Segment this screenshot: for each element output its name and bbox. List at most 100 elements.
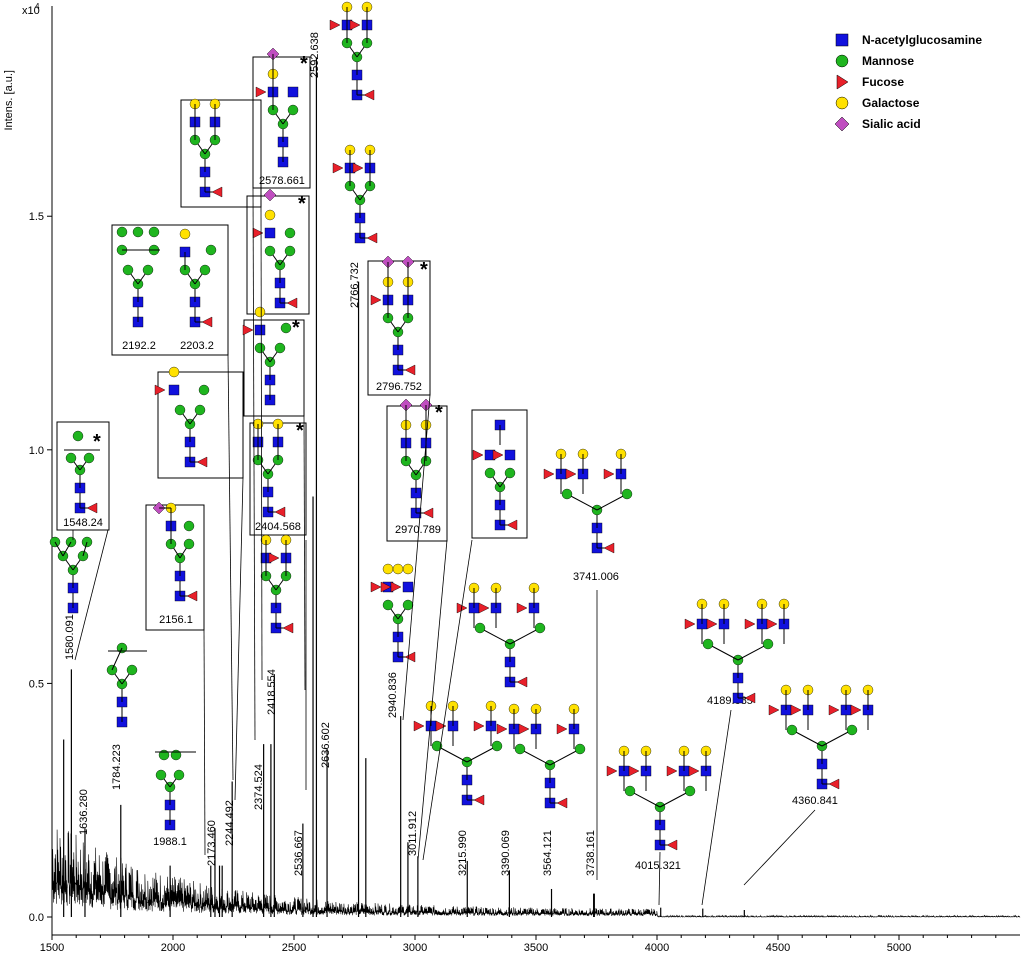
peak-label: 2636.602 bbox=[320, 722, 332, 768]
fucose-icon bbox=[196, 456, 208, 468]
fucose-icon bbox=[828, 778, 840, 790]
mannose-icon bbox=[762, 638, 774, 650]
star-mark: * bbox=[292, 317, 300, 339]
galactose-icon bbox=[392, 563, 404, 575]
mannose-icon bbox=[254, 342, 266, 354]
fucose-icon bbox=[473, 720, 485, 732]
mannose-icon bbox=[624, 785, 636, 797]
legend-glcnac-icon bbox=[835, 33, 849, 47]
x-tick-label: 3000 bbox=[403, 942, 427, 954]
mannose-icon bbox=[132, 226, 144, 238]
fucose-icon bbox=[684, 618, 696, 630]
fucose-icon bbox=[606, 765, 618, 777]
mannose-icon bbox=[574, 743, 586, 755]
peak-label: 3215.990 bbox=[457, 830, 469, 876]
fucose-icon bbox=[506, 519, 518, 531]
mannose-icon bbox=[484, 467, 496, 479]
mannose-icon bbox=[287, 104, 299, 116]
fucose-icon bbox=[556, 723, 568, 735]
fucose-icon bbox=[790, 704, 802, 716]
mannose-icon bbox=[173, 769, 185, 781]
peak-label: 2796.752 bbox=[376, 381, 422, 393]
peak-label: 3564.121 bbox=[542, 830, 554, 876]
glycan-bond bbox=[466, 745, 498, 763]
fucose-icon bbox=[201, 316, 213, 328]
glcnac-icon bbox=[402, 581, 414, 593]
glycan-bond bbox=[82, 541, 88, 557]
legend-fucose-icon bbox=[836, 74, 849, 90]
peak-label: 2970.789 bbox=[395, 524, 441, 536]
leader-line bbox=[260, 206, 263, 681]
glycan-bond bbox=[737, 643, 769, 661]
star-mark: * bbox=[298, 193, 306, 215]
glycan-bond bbox=[479, 627, 511, 645]
annotation-box bbox=[157, 371, 244, 479]
peak-label: 2766.732 bbox=[349, 262, 361, 308]
leader-line bbox=[402, 394, 431, 721]
fucose-icon bbox=[86, 502, 98, 514]
glycan-bond bbox=[659, 790, 691, 808]
annotation-box bbox=[111, 224, 229, 356]
peak-label: 2940.836 bbox=[387, 672, 399, 718]
mannose-icon bbox=[174, 404, 186, 416]
x-tick-label: 2000 bbox=[161, 942, 185, 954]
glycan-bond bbox=[566, 493, 598, 511]
fucose-icon bbox=[628, 765, 640, 777]
galactose-icon bbox=[179, 228, 191, 240]
fucose-icon bbox=[565, 468, 577, 480]
peak-label: 4015.321 bbox=[635, 860, 681, 872]
mannose-icon bbox=[122, 264, 134, 276]
fucose-icon bbox=[352, 162, 364, 174]
peak-label: 1988.1 bbox=[153, 836, 187, 848]
fucose-icon bbox=[332, 162, 344, 174]
star-mark: * bbox=[420, 259, 428, 281]
peak-label: 3741.006 bbox=[573, 571, 619, 583]
spectrum-trace bbox=[51, 829, 1021, 919]
glycan-bond bbox=[821, 729, 853, 747]
glycan-bond bbox=[707, 643, 739, 661]
leader-line bbox=[422, 539, 473, 861]
peak-label: 2578.661 bbox=[259, 175, 305, 187]
peak-label: 4360.841 bbox=[792, 795, 838, 807]
glycan-bond bbox=[509, 627, 541, 645]
mannose-icon bbox=[116, 226, 128, 238]
fucose-icon bbox=[363, 89, 375, 101]
fucose-icon bbox=[366, 232, 378, 244]
x-tick-label: 4500 bbox=[766, 942, 790, 954]
star-mark: * bbox=[435, 402, 443, 424]
mannose-icon bbox=[142, 264, 154, 276]
mannose-icon bbox=[72, 430, 84, 442]
mannose-icon bbox=[183, 538, 195, 550]
leader-line bbox=[658, 851, 661, 906]
mannose-icon bbox=[514, 743, 526, 755]
y-tick-label: 0.5 bbox=[29, 678, 44, 690]
leader-line bbox=[701, 709, 732, 906]
annotation-box bbox=[367, 260, 431, 396]
galactose-icon bbox=[402, 563, 414, 575]
fucose-icon bbox=[666, 765, 678, 777]
glycan-bond bbox=[596, 493, 628, 511]
annotation-box bbox=[386, 405, 448, 542]
x-tick-label: 1500 bbox=[40, 942, 64, 954]
mannose-icon bbox=[274, 342, 286, 354]
peak-label: 2374.524 bbox=[253, 764, 265, 810]
fucose-icon bbox=[329, 19, 341, 31]
mannose-icon bbox=[534, 622, 546, 634]
star-mark: * bbox=[296, 420, 304, 442]
mannose-icon bbox=[284, 245, 296, 257]
peak-label: 2536.667 bbox=[293, 830, 305, 876]
legend-label: Galactose bbox=[862, 96, 920, 110]
fucose-icon bbox=[380, 581, 392, 593]
peak-label: 3011.912 bbox=[407, 811, 419, 856]
mannose-icon bbox=[199, 264, 211, 276]
mannose-icon bbox=[194, 404, 206, 416]
leader-line bbox=[252, 187, 256, 741]
y-tick-label: 1.0 bbox=[29, 445, 44, 457]
mannose-icon bbox=[83, 452, 95, 464]
annotation-box bbox=[471, 409, 528, 539]
fucose-icon bbox=[370, 294, 382, 306]
galactose-icon bbox=[264, 209, 276, 221]
mannose-icon bbox=[65, 452, 77, 464]
mannose-icon bbox=[702, 638, 714, 650]
